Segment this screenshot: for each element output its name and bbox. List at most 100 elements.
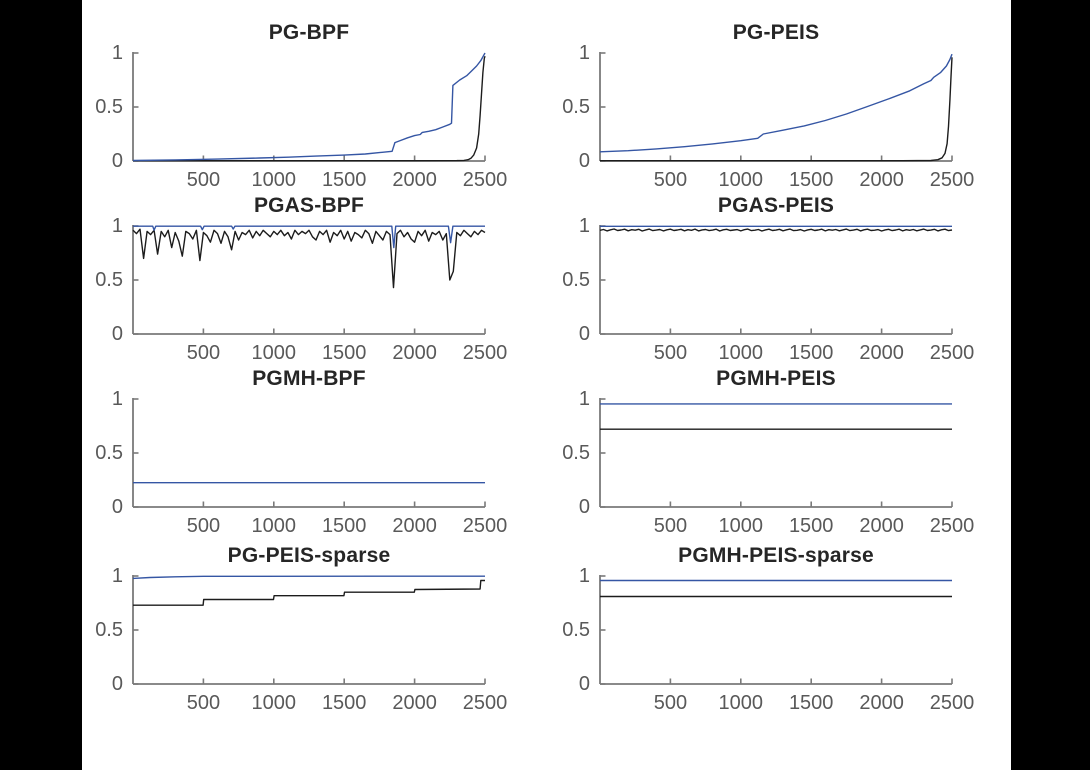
y-tick-label: 0 [111, 673, 123, 695]
y-tick-label: 1 [578, 388, 590, 410]
x-tick-label: 500 [186, 692, 221, 714]
x-tick-label: 1000 [251, 515, 297, 537]
x-tick-label: 1000 [718, 515, 764, 537]
x-tick-label: 2500 [462, 342, 508, 364]
x-tick-label: 1500 [321, 169, 367, 191]
x-tick-label: 2500 [462, 515, 508, 537]
series-black-line [599, 228, 953, 232]
y-tick-label: 0 [111, 496, 123, 518]
left-black-bar [0, 0, 82, 770]
y-tick-label: 0.5 [95, 442, 123, 464]
x-tick-label: 500 [186, 169, 221, 191]
series-black-line [133, 55, 486, 162]
plot-area [599, 398, 953, 508]
y-tick-label: 0 [578, 673, 590, 695]
plot-area [599, 225, 953, 335]
x-tick-label: 1500 [788, 515, 834, 537]
y-tick-label: 0.5 [562, 269, 590, 291]
x-tick-label: 2500 [929, 515, 975, 537]
plot-title: PGMH-BPF [252, 367, 366, 390]
x-tick-label: 1000 [718, 692, 764, 714]
plot-area [132, 575, 486, 685]
y-tick-label: 1 [111, 565, 123, 587]
x-tick-label: 500 [653, 169, 688, 191]
series-blue-line [599, 53, 953, 153]
y-tick-label: 0.5 [562, 96, 590, 118]
x-tick-label: 2000 [392, 342, 437, 364]
y-tick-label: 0.5 [95, 619, 123, 641]
series-blue-line [132, 575, 486, 580]
y-tick-label: 0 [111, 150, 123, 172]
series-blue-line [132, 52, 486, 162]
subplot-pgmh-peis: PGMH-PEIS 500 1000 1500 2000 2500 0 0.5 1 [562, 367, 974, 537]
subplot-pgmh-peis-sparse: PGMH-PEIS-sparse 500 1000 1500 2000 2500 0 0.5… [562, 544, 974, 714]
y-tick-label: 1 [111, 215, 123, 237]
y-tick-label: 1 [111, 388, 123, 410]
plot-title: PGAS-BPF [253, 194, 365, 217]
plot-area [599, 575, 953, 685]
y-tick-label: 0.5 [95, 269, 123, 291]
subplot-pg-peis-sparse: PG-PEIS-sparse 500 1000 1500 2000 2500 0 0.5 1 [95, 544, 507, 714]
y-tick-label: 0 [578, 150, 590, 172]
y-tick-label: 0 [578, 496, 590, 518]
x-tick-label: 500 [653, 515, 688, 537]
x-tick-label: 500 [186, 515, 221, 537]
plot-area [599, 52, 953, 162]
y-tick-label: 1 [111, 42, 123, 64]
x-tick-label: 2000 [859, 515, 904, 537]
x-tick-label: 1500 [788, 169, 834, 191]
x-tick-label: 1500 [321, 342, 367, 364]
x-tick-label: 2500 [462, 169, 508, 191]
x-tick-label: 1000 [251, 169, 297, 191]
x-tick-label: 1500 [321, 515, 367, 537]
x-tick-label: 2000 [392, 169, 437, 191]
y-tick-label: 1 [578, 215, 590, 237]
subplot-pg-peis: PG-PEIS 500 1000 1500 2000 2500 0 0.5 1 [562, 21, 974, 191]
plot-title: PG-PEIS-sparse [227, 544, 391, 567]
figure-canvas [82, 0, 1011, 770]
y-tick-label: 0.5 [562, 442, 590, 464]
plot-title: PGAS-PEIS [717, 194, 835, 217]
plot-title: PG-BPF [268, 21, 350, 44]
x-tick-label: 2500 [929, 692, 975, 714]
x-tick-label: 2000 [859, 169, 904, 191]
subplot-pgas-bpf: PGAS-BPF 500 1000 1500 2000 2500 0 0.5 1 [95, 194, 507, 364]
y-tick-label: 0 [578, 323, 590, 345]
plot-area [132, 52, 486, 162]
x-tick-label: 1000 [718, 169, 764, 191]
plot-title: PGMH-PEIS [716, 367, 836, 390]
plot-area [132, 398, 486, 508]
x-tick-label: 2000 [859, 342, 904, 364]
x-tick-label: 500 [653, 342, 688, 364]
series-black-line [600, 57, 953, 162]
x-tick-label: 1000 [251, 342, 297, 364]
x-tick-label: 2500 [929, 169, 975, 191]
y-tick-label: 1 [578, 565, 590, 587]
y-tick-label: 0.5 [562, 619, 590, 641]
x-tick-label: 2500 [462, 692, 508, 714]
x-tick-label: 2000 [392, 515, 437, 537]
series-black-line [132, 228, 486, 289]
plot-title: PG-PEIS [732, 21, 820, 44]
x-tick-label: 1500 [321, 692, 367, 714]
y-tick-label: 1 [578, 42, 590, 64]
x-tick-label: 2000 [859, 692, 904, 714]
plot-area [132, 225, 486, 335]
right-black-bar [1011, 0, 1090, 770]
x-tick-label: 1500 [788, 342, 834, 364]
y-tick-label: 0 [111, 323, 123, 345]
x-tick-label: 2000 [392, 692, 437, 714]
x-tick-label: 2500 [929, 342, 975, 364]
subplot-pg-bpf: PG-BPF 500 1000 1500 2000 2500 0 0.5 1 [95, 21, 507, 191]
plot-title: PGMH-PEIS-sparse [678, 544, 874, 567]
subplot-pgas-peis: PGAS-PEIS 500 1000 1500 2000 2500 0 0.5 1 [562, 194, 974, 364]
series-blue-line [133, 225, 485, 249]
x-tick-label: 1000 [718, 342, 764, 364]
x-tick-label: 500 [186, 342, 221, 364]
x-tick-label: 1000 [251, 692, 297, 714]
x-tick-label: 1500 [788, 692, 834, 714]
x-tick-label: 500 [653, 692, 688, 714]
series-black-line [133, 579, 485, 606]
subplot-pgmh-bpf: PGMH-BPF 500 1000 1500 2000 2500 0 0.5 1 [95, 367, 507, 537]
